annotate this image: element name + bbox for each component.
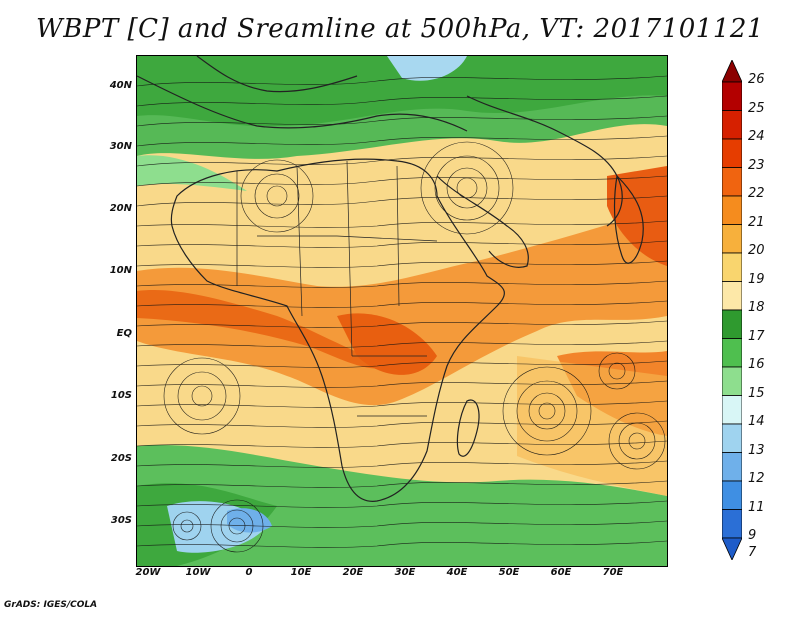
lon-label: 0: [245, 567, 253, 578]
colorbar-swatch: [722, 110, 742, 140]
colorbar-tick-label: 19: [748, 271, 765, 287]
colorbar-tick-label: 9: [748, 528, 757, 543]
colorbar-swatch: [722, 138, 742, 168]
credit-text: GrADS: IGES/COLA: [4, 600, 98, 610]
lat-label: 20N: [109, 203, 132, 214]
colorbar-tick-label: 12: [748, 471, 765, 486]
colorbar-tick-label: 18: [748, 300, 765, 315]
lat-label: 30S: [110, 515, 132, 526]
colorbar-swatch: [722, 452, 742, 482]
colorbar-tick-label: 24: [748, 129, 765, 144]
lat-label: 10S: [110, 390, 132, 401]
colorbar-tick-label: 14: [748, 414, 765, 429]
colorbar-swatch: [722, 395, 742, 425]
colorbar-swatch: [722, 509, 742, 539]
colorbar-swatch: [722, 195, 742, 225]
wbpt-streamline-map: [137, 56, 667, 566]
map-panel: [136, 55, 668, 567]
colorbar-tick-label: 22: [748, 186, 765, 201]
lon-label: 60E: [550, 567, 572, 578]
lon-label: 40E: [446, 567, 468, 578]
colorbar-swatch: [722, 281, 742, 311]
colorbar-tick-label: 13: [748, 442, 765, 458]
colorbar-swatch: [722, 338, 742, 368]
colorbar-tick-label: 16: [748, 357, 765, 372]
colorbar-tick-label: 26: [748, 72, 765, 87]
colorbar-tick-label: 20: [748, 243, 765, 258]
lat-label: 20S: [110, 453, 132, 464]
colorbar-tick-label: 23: [748, 157, 765, 173]
colorbar-swatch: [722, 252, 742, 282]
colorbar-tick-label: 21: [748, 214, 765, 230]
lon-label: 10E: [290, 567, 312, 578]
lon-label: 20E: [342, 567, 364, 578]
colorbar-swatch: [722, 167, 742, 197]
lon-label: 30E: [394, 567, 416, 578]
lon-label: 70E: [602, 567, 624, 578]
colorbar-tick-label: 7: [748, 545, 757, 560]
lat-label: EQ: [116, 328, 132, 339]
lon-label: 50E: [498, 567, 520, 578]
colorbar-swatch: [722, 366, 742, 396]
colorbar-swatch: [722, 480, 742, 510]
colorbar: [722, 60, 742, 560]
map-title: WBPT [C] and Sreamline at 500hPa, VT: 20…: [36, 14, 764, 44]
lat-label: 10N: [109, 265, 132, 276]
colorbar-swatch: [722, 81, 742, 111]
lat-label: 40N: [109, 80, 132, 91]
colorbar-top-triangle: [722, 60, 742, 83]
colorbar-swatch: [722, 423, 742, 453]
colorbar-swatch: [722, 224, 742, 254]
colorbar-tick-label: 15: [748, 385, 765, 401]
lon-label: 20W: [135, 567, 161, 578]
colorbar-tick-label: 11: [748, 499, 765, 515]
lon-label: 10W: [185, 567, 211, 578]
colorbar-tick-label: 25: [748, 100, 765, 116]
colorbar-bottom-triangle: [722, 537, 742, 560]
colorbar-tick-label: 17: [748, 328, 765, 344]
colorbar-swatch: [722, 309, 742, 339]
lat-label: 30N: [109, 141, 132, 152]
